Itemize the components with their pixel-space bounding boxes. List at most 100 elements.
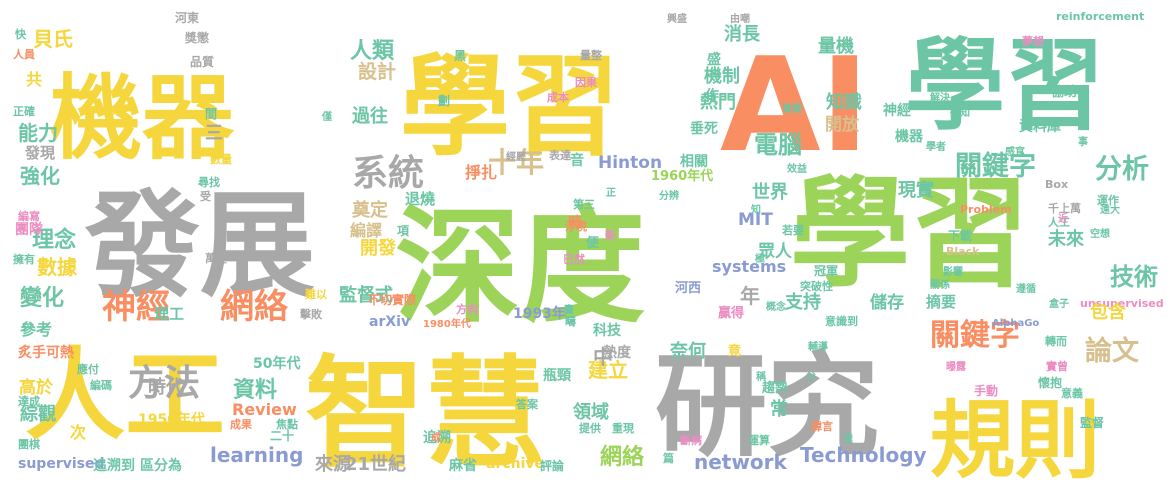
cloud-word: 團隊	[15, 221, 44, 238]
cloud-word: 包含	[1090, 301, 1127, 323]
cloud-word: 達	[843, 432, 853, 445]
cloud-word: 影響	[943, 265, 963, 278]
cloud-word: 關係	[930, 278, 950, 291]
cloud-word: 參考	[20, 320, 52, 339]
cloud-word: 炙手可熱	[18, 344, 74, 361]
cloud-word: 空想	[1090, 227, 1110, 240]
cloud-word: 發展	[84, 179, 315, 313]
cloud-word: 網絡	[220, 287, 289, 327]
cloud-word: 神經	[883, 102, 911, 119]
cloud-word: 僅	[321, 110, 332, 123]
cloud-word: 21世紀	[345, 453, 406, 475]
cloud-word: 擁有	[13, 252, 35, 266]
cloud-word: AI	[720, 29, 869, 181]
cloud-word: 近	[1058, 212, 1068, 225]
cloud-word: 追溯	[423, 429, 451, 446]
cloud-word: 篇	[662, 451, 674, 465]
cloud-word: 1960年代	[651, 168, 713, 184]
cloud-word: 監督式	[339, 284, 393, 306]
cloud-word: 經歷	[506, 150, 526, 163]
cloud-word: 資料庫	[1019, 118, 1061, 135]
cloud-word: 諱言	[811, 419, 833, 433]
cloud-word: 遵循	[1016, 282, 1036, 295]
cloud-word: 編寫	[18, 209, 40, 223]
cloud-word: 受	[200, 189, 211, 203]
cloud-word: 第三	[573, 197, 595, 211]
cloud-word: 解決	[930, 91, 951, 104]
cloud-word: 未來	[1048, 228, 1084, 250]
cloud-word: 遠大	[1100, 203, 1120, 216]
cloud-word: 間	[205, 107, 217, 121]
cloud-word: 分辨	[659, 189, 679, 202]
cloud-word: 區分為	[140, 457, 182, 474]
cloud-word: 項	[397, 224, 410, 238]
cloud-word: 作	[705, 87, 719, 104]
cloud-word: 世界	[752, 182, 788, 203]
cloud-word: 擊敗	[300, 307, 323, 321]
cloud-word: 學習	[905, 27, 1105, 144]
cloud-word: 十年	[488, 146, 544, 179]
cloud-word: 1980年代	[423, 317, 471, 330]
cloud-word: 量整	[580, 48, 602, 62]
cloud-word: 得知	[949, 106, 970, 119]
cloud-word: 趨勢	[761, 380, 788, 396]
cloud-word: 盛	[707, 51, 721, 68]
cloud-word: 1950年代	[138, 411, 205, 428]
cloud-word: Technology	[800, 443, 927, 467]
cloud-word: 量機	[818, 35, 854, 57]
cloud-word: 正	[606, 187, 616, 199]
cloud-word: supervised	[18, 456, 105, 472]
cloud-word: 事	[1078, 135, 1088, 148]
cloud-word: 論文	[1085, 335, 1140, 367]
cloud-word: MIT	[738, 210, 773, 230]
cloud-word: 50年代	[253, 355, 300, 372]
cloud-word: 時	[568, 214, 582, 231]
cloud-word: 摘要	[926, 293, 956, 311]
cloud-word: 疇	[565, 314, 576, 328]
cloud-word: 千上萬	[1048, 201, 1081, 215]
cloud-word: 達成	[18, 394, 40, 408]
cloud-word: 發現	[24, 144, 55, 162]
cloud-word: 過往	[352, 105, 388, 127]
cloud-word: 開發	[360, 237, 397, 259]
cloud-word: 關鍵字	[955, 150, 1036, 182]
cloud-word: 常	[770, 398, 788, 420]
cloud-word: 人類	[350, 39, 395, 64]
cloud-word: 網絡	[600, 444, 645, 470]
cloud-word: 監督	[1080, 415, 1104, 430]
cloud-word: 知識	[826, 91, 862, 113]
cloud-word: 極	[755, 252, 765, 265]
cloud-word: 意義	[1061, 386, 1083, 400]
cloud-word: 資料	[233, 377, 277, 403]
cloud-word: 追溯到	[93, 457, 135, 474]
cloud-word: 規則	[930, 392, 1100, 482]
cloud-word: 斷病	[680, 433, 702, 447]
cloud-word: 眾人	[757, 242, 793, 262]
cloud-word: Black	[946, 245, 980, 258]
cloud-word: 機器	[895, 128, 924, 145]
cloud-word: 支持	[784, 291, 821, 313]
cloud-word: 貝氏	[33, 27, 73, 51]
cloud-word: 高於	[19, 377, 54, 398]
cloud-word: 黑	[454, 49, 466, 63]
cloud-word: 興盛	[667, 12, 687, 25]
cloud-word: 運作	[1097, 193, 1119, 207]
cloud-word: AlphaGo	[992, 318, 1039, 329]
cloud-word: 相關	[680, 153, 708, 170]
cloud-word: 機器	[50, 65, 235, 172]
cloud-word: 浮現	[565, 219, 587, 233]
cloud-word: 1993年	[513, 305, 566, 322]
cloud-word: 協助	[1051, 84, 1077, 100]
cloud-word: 人工	[25, 337, 225, 454]
cloud-word: 強化	[20, 164, 60, 188]
cloud-word: 消長	[724, 23, 761, 45]
cloud-word: 設計	[358, 60, 396, 83]
cloud-word: 獎懲	[184, 30, 210, 45]
cloud-word: 領域	[573, 401, 609, 423]
cloud-word: 品質	[190, 54, 214, 69]
cloud-word: 學習	[790, 165, 1030, 304]
cloud-word: 來源	[315, 453, 351, 475]
cloud-word: 熱門	[700, 91, 736, 113]
cloud-word: 能力	[18, 121, 58, 145]
